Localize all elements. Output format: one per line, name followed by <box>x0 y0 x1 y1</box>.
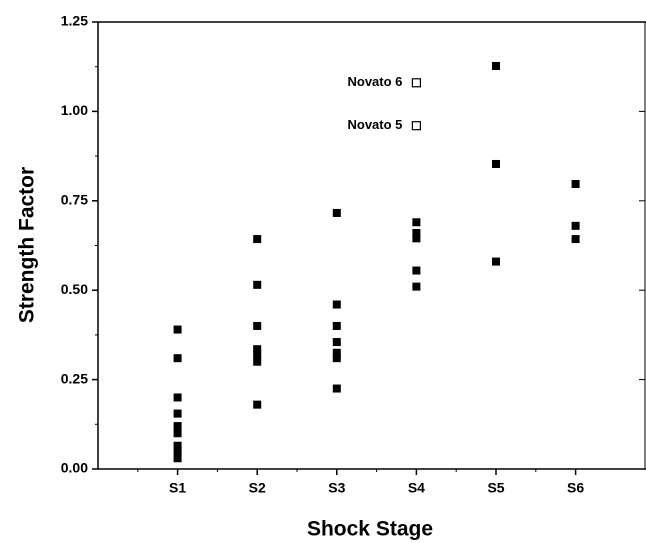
x-axis-title: Shock Stage <box>307 518 433 541</box>
y-tick-label: 0.00 <box>61 460 88 476</box>
point-label: Novato 6 <box>347 74 402 89</box>
point <box>332 384 341 393</box>
point <box>253 235 262 244</box>
x-tick-label: S2 <box>249 480 266 496</box>
y-tick-label: 1.25 <box>61 13 88 29</box>
y-tick-label: 0.25 <box>61 370 88 386</box>
point <box>412 266 421 275</box>
point <box>332 321 341 330</box>
point <box>173 429 182 438</box>
point <box>492 159 500 168</box>
point <box>492 257 500 266</box>
point <box>173 422 182 431</box>
point <box>332 338 341 347</box>
point <box>412 228 421 237</box>
x-tick-label: S1 <box>169 480 186 496</box>
point <box>173 325 182 334</box>
x-tick-label: S3 <box>328 480 345 496</box>
point <box>332 300 341 309</box>
point <box>411 121 421 131</box>
y-tick-label: 0.50 <box>61 281 88 297</box>
point <box>253 280 262 289</box>
point <box>253 321 262 330</box>
point <box>173 441 182 450</box>
point <box>253 357 262 366</box>
point <box>571 235 580 244</box>
point <box>173 393 182 402</box>
point <box>332 208 341 217</box>
x-tick-label: S6 <box>567 480 584 496</box>
point <box>492 61 500 70</box>
point <box>253 350 262 359</box>
x-tick-label: S4 <box>408 480 425 496</box>
point <box>173 454 182 463</box>
point <box>412 234 421 243</box>
y-tick-label: 1.00 <box>61 102 88 118</box>
point <box>412 218 421 227</box>
y-axis-title: Strength Factor <box>16 167 39 323</box>
point <box>332 354 341 363</box>
point <box>253 345 262 354</box>
point <box>332 348 341 357</box>
point <box>173 354 182 363</box>
point <box>412 282 421 291</box>
point-label: Novato 5 <box>347 117 402 132</box>
point <box>571 221 580 230</box>
point <box>173 447 182 456</box>
point <box>253 400 262 409</box>
point <box>571 179 580 188</box>
y-tick-label: 0.75 <box>61 192 88 208</box>
x-tick-label: S5 <box>487 480 504 496</box>
point <box>173 409 182 418</box>
point <box>411 78 421 88</box>
